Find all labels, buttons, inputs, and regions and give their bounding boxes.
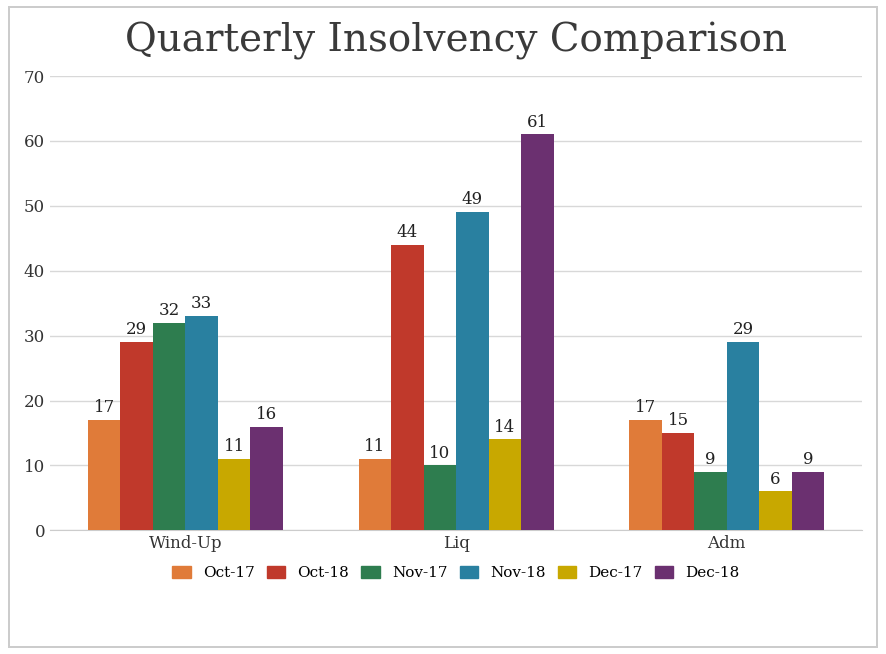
Text: 61: 61 (526, 114, 548, 131)
Bar (218, 459, 251, 530)
Text: 29: 29 (126, 321, 147, 338)
Bar (629, 420, 662, 530)
Bar (456, 213, 488, 530)
Bar (727, 342, 759, 530)
Bar (185, 316, 218, 530)
Text: 32: 32 (159, 301, 180, 318)
Text: 11: 11 (223, 438, 245, 455)
Title: Quarterly Insolvency Comparison: Quarterly Insolvency Comparison (125, 22, 787, 60)
Bar (391, 245, 424, 530)
Bar (153, 322, 185, 530)
Text: 10: 10 (429, 445, 450, 462)
Text: 29: 29 (733, 321, 754, 338)
Bar (88, 420, 120, 530)
Bar (759, 491, 792, 530)
Bar (521, 135, 554, 530)
Text: 11: 11 (364, 438, 385, 455)
Bar (251, 426, 283, 530)
Text: 17: 17 (94, 399, 115, 416)
Text: 6: 6 (770, 470, 781, 487)
Text: 9: 9 (803, 451, 813, 468)
Text: 17: 17 (635, 399, 657, 416)
Text: 33: 33 (191, 296, 213, 313)
Bar (359, 459, 391, 530)
Bar (120, 342, 153, 530)
Legend: Oct-17, Oct-18, Nov-17, Nov-18, Dec-17, Dec-18: Oct-17, Oct-18, Nov-17, Nov-18, Dec-17, … (167, 559, 746, 587)
Bar (695, 472, 727, 530)
Text: 44: 44 (397, 224, 418, 241)
Text: 9: 9 (705, 451, 716, 468)
Text: 16: 16 (256, 405, 277, 422)
Bar (662, 433, 695, 530)
Text: 14: 14 (494, 419, 516, 436)
Bar (424, 466, 456, 530)
Text: 15: 15 (667, 412, 688, 429)
Bar (488, 439, 521, 530)
Text: 49: 49 (462, 192, 483, 209)
Bar (792, 472, 824, 530)
